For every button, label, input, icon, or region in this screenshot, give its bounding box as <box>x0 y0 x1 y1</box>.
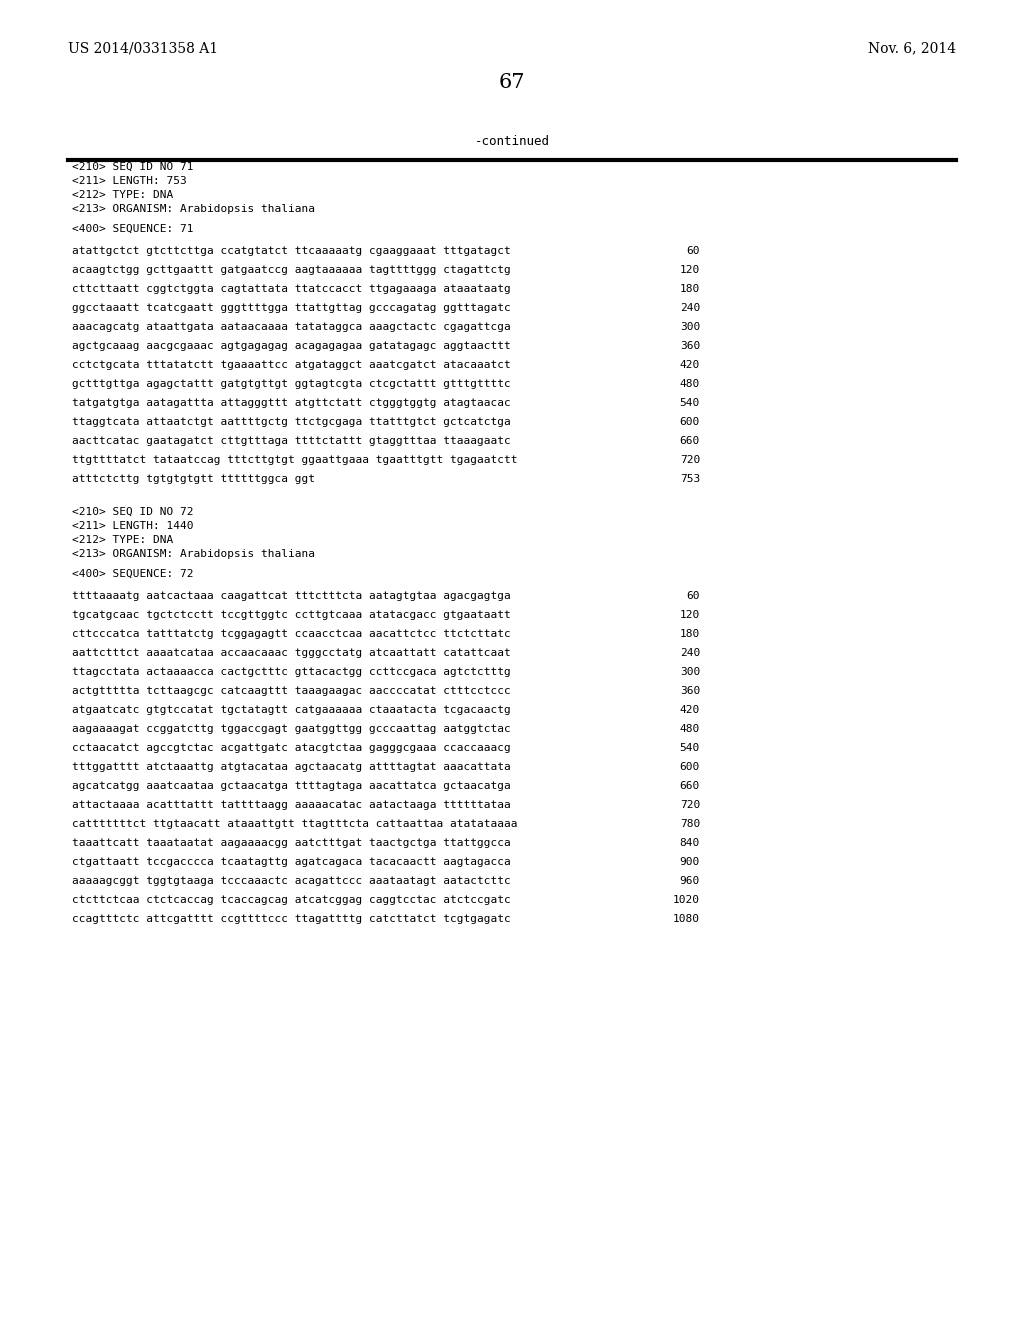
Text: aacttcatac gaatagatct cttgtttaga ttttctattt gtaggtttaa ttaaagaatc: aacttcatac gaatagatct cttgtttaga ttttcta… <box>72 436 511 446</box>
Text: 300: 300 <box>680 322 700 333</box>
Text: 360: 360 <box>680 341 700 351</box>
Text: 360: 360 <box>680 686 700 696</box>
Text: <212> TYPE: DNA: <212> TYPE: DNA <box>72 535 173 545</box>
Text: 1080: 1080 <box>673 913 700 924</box>
Text: 660: 660 <box>680 781 700 791</box>
Text: 240: 240 <box>680 304 700 313</box>
Text: US 2014/0331358 A1: US 2014/0331358 A1 <box>68 41 218 55</box>
Text: <210> SEQ ID NO 72: <210> SEQ ID NO 72 <box>72 507 194 517</box>
Text: 600: 600 <box>680 762 700 772</box>
Text: acaagtctgg gcttgaattt gatgaatccg aagtaaaaaa tagttttggg ctagattctg: acaagtctgg gcttgaattt gatgaatccg aagtaaa… <box>72 265 511 275</box>
Text: aagaaaagat ccggatcttg tggaccgagt gaatggttgg gcccaattag aatggtctac: aagaaaagat ccggatcttg tggaccgagt gaatggt… <box>72 723 511 734</box>
Text: 660: 660 <box>680 436 700 446</box>
Text: aattctttct aaaatcataa accaacaaac tgggcctatg atcaattatt catattcaat: aattctttct aaaatcataa accaacaaac tgggcct… <box>72 648 511 657</box>
Text: 67: 67 <box>499 73 525 92</box>
Text: 480: 480 <box>680 723 700 734</box>
Text: 780: 780 <box>680 818 700 829</box>
Text: ccagtttctc attcgatttt ccgttttccc ttagattttg catcttatct tcgtgagatc: ccagtttctc attcgatttt ccgttttccc ttagatt… <box>72 913 511 924</box>
Text: cttcccatca tatttatctg tcggagagtt ccaacctcaa aacattctcc ttctcttatc: cttcccatca tatttatctg tcggagagtt ccaacct… <box>72 630 511 639</box>
Text: atgaatcatc gtgtccatat tgctatagtt catgaaaaaa ctaaatacta tcgacaactg: atgaatcatc gtgtccatat tgctatagtt catgaaa… <box>72 705 511 715</box>
Text: 180: 180 <box>680 630 700 639</box>
Text: 540: 540 <box>680 399 700 408</box>
Text: 420: 420 <box>680 705 700 715</box>
Text: 300: 300 <box>680 667 700 677</box>
Text: agctgcaaag aacgcgaaac agtgagagag acagagagaa gatatagagc aggtaacttt: agctgcaaag aacgcgaaac agtgagagag acagaga… <box>72 341 511 351</box>
Text: cttcttaatt cggtctggta cagtattata ttatccacct ttgagaaaga ataaataatg: cttcttaatt cggtctggta cagtattata ttatcca… <box>72 284 511 294</box>
Text: atttctcttg tgtgtgtgtt ttttttggca ggt: atttctcttg tgtgtgtgtt ttttttggca ggt <box>72 474 315 484</box>
Text: aaaaagcggt tggtgtaaga tcccaaactc acagattccc aaataatagt aatactcttc: aaaaagcggt tggtgtaaga tcccaaactc acagatt… <box>72 876 511 886</box>
Text: ggcctaaatt tcatcgaatt gggttttgga ttattgttag gcccagatag ggtttagatc: ggcctaaatt tcatcgaatt gggttttgga ttattgt… <box>72 304 511 313</box>
Text: <213> ORGANISM: Arabidopsis thaliana: <213> ORGANISM: Arabidopsis thaliana <box>72 205 315 214</box>
Text: 60: 60 <box>686 591 700 601</box>
Text: 900: 900 <box>680 857 700 867</box>
Text: <210> SEQ ID NO 71: <210> SEQ ID NO 71 <box>72 162 194 172</box>
Text: attactaaaa acatttattt tattttaagg aaaaacatac aatactaaga ttttttataa: attactaaaa acatttattt tattttaagg aaaaaca… <box>72 800 511 810</box>
Text: ttaggtcata attaatctgt aattttgctg ttctgcgaga ttatttgtct gctcatctga: ttaggtcata attaatctgt aattttgctg ttctgcg… <box>72 417 511 426</box>
Text: <211> LENGTH: 1440: <211> LENGTH: 1440 <box>72 521 194 531</box>
Text: taaattcatt taaataatat aagaaaacgg aatctttgat taactgctga ttattggcca: taaattcatt taaataatat aagaaaacgg aatcttt… <box>72 838 511 847</box>
Text: 720: 720 <box>680 455 700 465</box>
Text: 840: 840 <box>680 838 700 847</box>
Text: -continued: -continued <box>474 135 550 148</box>
Text: agcatcatgg aaatcaataa gctaacatga ttttagtaga aacattatca gctaacatga: agcatcatgg aaatcaataa gctaacatga ttttagt… <box>72 781 511 791</box>
Text: 120: 120 <box>680 610 700 620</box>
Text: ttgttttatct tataatccag tttcttgtgt ggaattgaaa tgaatttgtt tgagaatctt: ttgttttatct tataatccag tttcttgtgt ggaatt… <box>72 455 517 465</box>
Text: 1020: 1020 <box>673 895 700 906</box>
Text: 720: 720 <box>680 800 700 810</box>
Text: aaacagcatg ataattgata aataacaaaa tatataggca aaagctactc cgagattcga: aaacagcatg ataattgata aataacaaaa tatatag… <box>72 322 511 333</box>
Text: ttttaaaatg aatcactaaa caagattcat tttctttcta aatagtgtaa agacgagtga: ttttaaaatg aatcactaaa caagattcat tttcttt… <box>72 591 511 601</box>
Text: tgcatgcaac tgctctcctt tccgttggtc ccttgtcaaa atatacgacc gtgaataatt: tgcatgcaac tgctctcctt tccgttggtc ccttgtc… <box>72 610 511 620</box>
Text: 60: 60 <box>686 246 700 256</box>
Text: 180: 180 <box>680 284 700 294</box>
Text: gctttgttga agagctattt gatgtgttgt ggtagtcgta ctcgctattt gtttgttttc: gctttgttga agagctattt gatgtgttgt ggtagtc… <box>72 379 511 389</box>
Text: 960: 960 <box>680 876 700 886</box>
Text: cctctgcata tttatatctt tgaaaattcc atgataggct aaatcgatct atacaaatct: cctctgcata tttatatctt tgaaaattcc atgatag… <box>72 360 511 370</box>
Text: ctgattaatt tccgacccca tcaatagttg agatcagaca tacacaactt aagtagacca: ctgattaatt tccgacccca tcaatagttg agatcag… <box>72 857 511 867</box>
Text: <211> LENGTH: 753: <211> LENGTH: 753 <box>72 176 186 186</box>
Text: 120: 120 <box>680 265 700 275</box>
Text: 240: 240 <box>680 648 700 657</box>
Text: actgttttta tcttaagcgc catcaagttt taaagaagac aaccccatat ctttcctccc: actgttttta tcttaagcgc catcaagttt taaagaa… <box>72 686 511 696</box>
Text: <213> ORGANISM: Arabidopsis thaliana: <213> ORGANISM: Arabidopsis thaliana <box>72 549 315 558</box>
Text: 480: 480 <box>680 379 700 389</box>
Text: catttttttct ttgtaacatt ataaattgtt ttagtttcta cattaattaa atatataaaa: catttttttct ttgtaacatt ataaattgtt ttagtt… <box>72 818 517 829</box>
Text: tatgatgtga aatagattta attagggttt atgttctatt ctgggtggtg atagtaacac: tatgatgtga aatagattta attagggttt atgttct… <box>72 399 511 408</box>
Text: <212> TYPE: DNA: <212> TYPE: DNA <box>72 190 173 201</box>
Text: ctcttctcaa ctctcaccag tcaccagcag atcatcggag caggtcctac atctccgatc: ctcttctcaa ctctcaccag tcaccagcag atcatcg… <box>72 895 511 906</box>
Text: tttggatttt atctaaattg atgtacataa agctaacatg attttagtat aaacattata: tttggatttt atctaaattg atgtacataa agctaac… <box>72 762 511 772</box>
Text: ttagcctata actaaaacca cactgctttc gttacactgg ccttccgaca agtctctttg: ttagcctata actaaaacca cactgctttc gttacac… <box>72 667 511 677</box>
Text: 540: 540 <box>680 743 700 752</box>
Text: atattgctct gtcttcttga ccatgtatct ttcaaaaatg cgaaggaaat tttgatagct: atattgctct gtcttcttga ccatgtatct ttcaaaa… <box>72 246 511 256</box>
Text: 420: 420 <box>680 360 700 370</box>
Text: <400> SEQUENCE: 71: <400> SEQUENCE: 71 <box>72 224 194 234</box>
Text: 753: 753 <box>680 474 700 484</box>
Text: <400> SEQUENCE: 72: <400> SEQUENCE: 72 <box>72 569 194 579</box>
Text: 600: 600 <box>680 417 700 426</box>
Text: cctaacatct agccgtctac acgattgatc atacgtctaa gagggcgaaa ccaccaaacg: cctaacatct agccgtctac acgattgatc atacgtc… <box>72 743 511 752</box>
Text: Nov. 6, 2014: Nov. 6, 2014 <box>868 41 956 55</box>
